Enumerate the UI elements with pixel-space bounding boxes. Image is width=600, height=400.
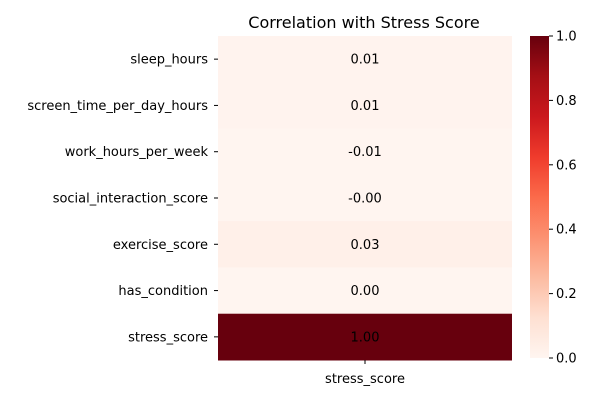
row-label: exercise_score [113, 238, 208, 253]
heatmap-cell [218, 313, 512, 361]
row-label: stress_score [128, 330, 208, 345]
cell-value-label: 1.00 [351, 330, 380, 345]
row-label: screen_time_per_day_hours [27, 99, 208, 114]
heatmap-cells: 0.01 0.01 -0.01 -0.00 0.03 0.00 1.00 [218, 36, 512, 361]
heatmap-cell [218, 174, 512, 222]
row-labels: sleep_hours screen_time_per_day_hourswork… [27, 53, 218, 345]
chart-title: Correlation with Stress Score [248, 13, 479, 32]
row-label: has_condition [118, 284, 208, 299]
cell-value-label: 0.00 [351, 284, 380, 299]
colorbar-tick-label: 1.0 [556, 30, 577, 45]
cell-value-label: 0.03 [351, 238, 380, 253]
heatmap-cell [218, 221, 512, 268]
heatmap-cell [218, 267, 512, 315]
cell-value-label: 0.01 [351, 99, 380, 114]
heatmap-cell [218, 36, 512, 83]
colorbar-tick-label: 0.4 [556, 223, 577, 238]
colorbar-tick-label: 0.6 [556, 158, 577, 173]
colorbar-gradient [530, 36, 549, 358]
colorbar: 0.0 0.2 0.4 0.6 0.8 1.0 [530, 30, 577, 367]
column-labels: stress_score [325, 360, 405, 387]
cell-value-label: 0.01 [351, 53, 380, 68]
colorbar-ticks: 0.0 0.2 0.4 0.6 0.8 1.0 [549, 30, 577, 367]
colorbar-tick-label: 0.0 [556, 352, 577, 367]
column-label: stress_score [325, 372, 405, 387]
cell-value-label: -0.01 [348, 145, 382, 160]
colorbar-tick-label: 0.8 [556, 94, 577, 109]
row-label: work_hours_per_week [65, 145, 209, 160]
heatmap-cell [218, 128, 512, 176]
cell-value-label: -0.00 [348, 192, 382, 207]
row-label: social_interaction_score [53, 192, 208, 207]
row-label: sleep_hours [130, 53, 208, 68]
colorbar-tick-label: 0.2 [556, 287, 577, 302]
heatmap-cell [218, 82, 512, 130]
